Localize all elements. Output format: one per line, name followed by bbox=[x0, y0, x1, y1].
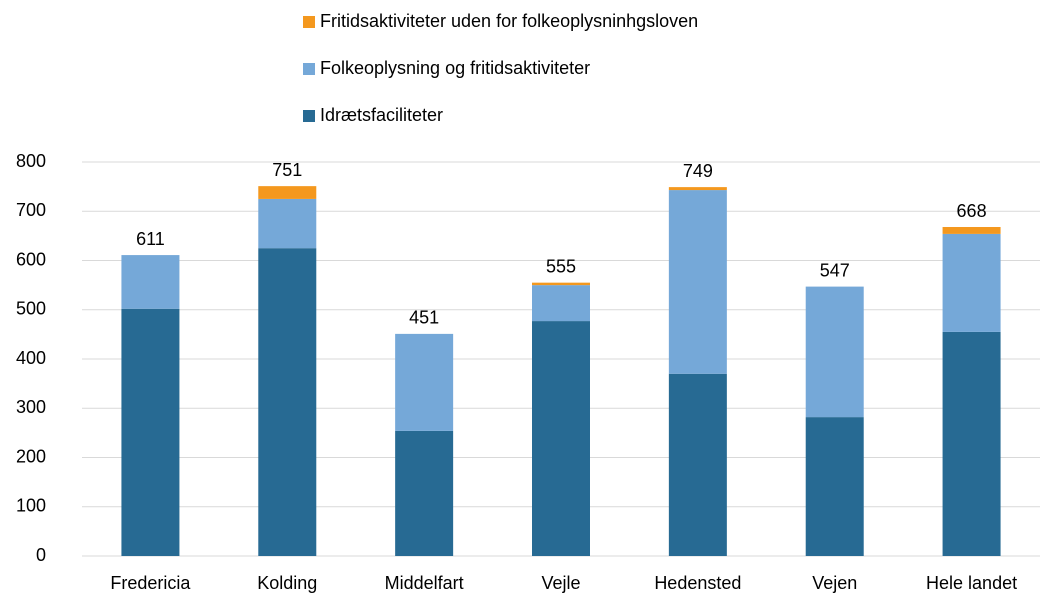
legend-swatch bbox=[303, 110, 315, 122]
total-label: 451 bbox=[409, 308, 439, 328]
y-tick-label: 500 bbox=[16, 299, 46, 319]
y-tick-label: 700 bbox=[16, 200, 46, 220]
bar-segment bbox=[805, 286, 864, 418]
x-tick-label: Hedensted bbox=[654, 573, 741, 593]
bar-segment bbox=[395, 333, 454, 431]
x-tick-label: Vejle bbox=[541, 573, 580, 593]
x-tick-label: Middelfart bbox=[385, 573, 464, 593]
total-label: 749 bbox=[683, 161, 713, 181]
bar-segment bbox=[942, 233, 1001, 332]
total-label: 547 bbox=[820, 260, 850, 280]
y-tick-label: 400 bbox=[16, 348, 46, 368]
legend-label: Fritidsaktiviteter uden for folkeoplysni… bbox=[320, 11, 698, 31]
bar-segment bbox=[668, 187, 727, 191]
bar-segment bbox=[258, 198, 317, 249]
x-tick-label: Kolding bbox=[257, 573, 317, 593]
bar-segment bbox=[258, 186, 317, 199]
bar-segment bbox=[121, 308, 180, 556]
legend-swatch bbox=[303, 16, 315, 28]
y-tick-label: 300 bbox=[16, 397, 46, 417]
legend-swatch bbox=[303, 63, 315, 75]
y-tick-label: 800 bbox=[16, 151, 46, 171]
bar-segment bbox=[805, 417, 864, 556]
bar-segment bbox=[258, 248, 317, 556]
total-label: 751 bbox=[272, 160, 302, 180]
legend-label: Idrætsfaciliteter bbox=[320, 105, 443, 125]
bar-segment bbox=[532, 285, 590, 322]
x-tick-label: Fredericia bbox=[110, 573, 191, 593]
total-label: 555 bbox=[546, 256, 576, 276]
y-tick-label: 600 bbox=[16, 249, 46, 269]
y-tick-label: 0 bbox=[36, 545, 46, 565]
bar-segment bbox=[942, 227, 1001, 234]
bar-segment bbox=[532, 321, 590, 556]
bar-segment bbox=[121, 255, 180, 309]
total-label: 611 bbox=[136, 229, 165, 249]
bar-segment bbox=[395, 430, 454, 556]
y-tick-label: 100 bbox=[16, 496, 46, 516]
y-tick-label: 200 bbox=[16, 446, 46, 466]
bar-segment bbox=[668, 190, 727, 374]
x-tick-label: Hele landet bbox=[926, 573, 1017, 593]
bar-segment bbox=[532, 282, 590, 286]
bar-segment bbox=[668, 373, 727, 556]
bar-segment bbox=[942, 331, 1001, 556]
total-label: 668 bbox=[957, 201, 987, 221]
legend-label: Folkeoplysning og fritidsaktiviteter bbox=[320, 58, 590, 78]
x-tick-label: Vejen bbox=[812, 573, 857, 593]
